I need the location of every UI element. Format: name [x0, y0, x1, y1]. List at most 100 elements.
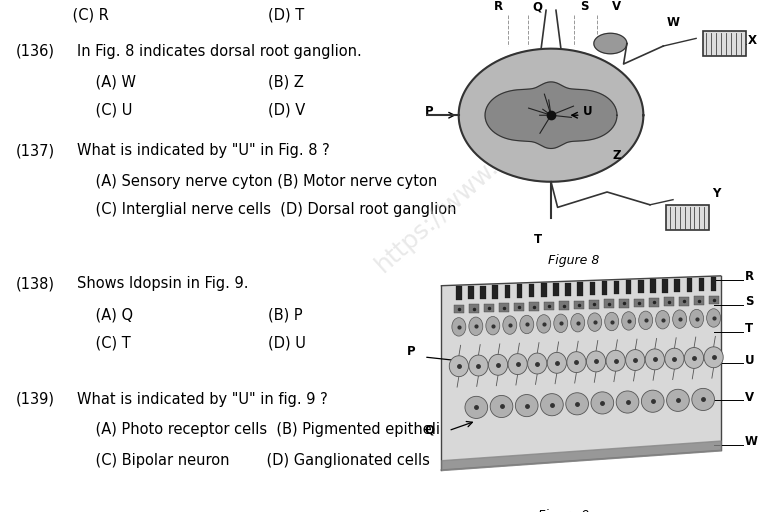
Ellipse shape: [639, 311, 653, 330]
Text: Q: Q: [424, 423, 434, 436]
Ellipse shape: [684, 348, 703, 369]
Bar: [454, 305, 464, 313]
Polygon shape: [594, 33, 627, 54]
Text: In Fig. 8 indicates dorsal root ganglion.: In Fig. 8 indicates dorsal root ganglion…: [77, 44, 361, 58]
Bar: [499, 303, 509, 312]
Ellipse shape: [503, 316, 517, 334]
Bar: [679, 297, 689, 306]
Text: Shows Idopsin in Fig. 9.: Shows Idopsin in Fig. 9.: [77, 276, 249, 291]
Text: (B) Z: (B) Z: [268, 74, 304, 89]
Text: Figure 8: Figure 8: [548, 253, 600, 267]
Ellipse shape: [604, 312, 619, 331]
Ellipse shape: [490, 395, 513, 418]
Text: (D) V: (D) V: [268, 102, 306, 117]
Ellipse shape: [537, 315, 551, 333]
Ellipse shape: [673, 310, 686, 328]
Ellipse shape: [706, 309, 721, 327]
Text: (137): (137): [15, 143, 54, 158]
Bar: [505, 285, 510, 298]
Ellipse shape: [465, 396, 488, 418]
Bar: [517, 284, 522, 298]
Text: R: R: [494, 0, 503, 13]
Bar: [638, 280, 644, 293]
Bar: [541, 283, 547, 297]
Text: X: X: [748, 33, 757, 47]
Text: (A) Photo receptor cells  (B) Pigmented epithelium: (A) Photo receptor cells (B) Pigmented e…: [77, 422, 463, 437]
Ellipse shape: [486, 316, 500, 335]
Text: U: U: [745, 354, 755, 367]
Text: S: S: [745, 295, 753, 308]
Text: Z: Z: [613, 148, 621, 162]
Text: (C) Interglial nerve cells  (D) Dorsal root ganglion: (C) Interglial nerve cells (D) Dorsal ro…: [77, 202, 456, 217]
Text: (C) R: (C) R: [54, 8, 109, 23]
Bar: [626, 281, 631, 294]
Bar: [699, 278, 704, 291]
Ellipse shape: [547, 352, 567, 373]
Ellipse shape: [667, 389, 690, 412]
Bar: [456, 286, 462, 300]
Bar: [614, 281, 620, 294]
Ellipse shape: [645, 349, 664, 370]
Ellipse shape: [449, 356, 469, 377]
Bar: [590, 282, 595, 295]
Ellipse shape: [566, 393, 588, 415]
Text: V: V: [745, 391, 754, 404]
Ellipse shape: [704, 347, 723, 368]
Bar: [468, 286, 474, 300]
Text: Q: Q: [533, 0, 543, 13]
Bar: [529, 302, 538, 311]
Ellipse shape: [567, 352, 586, 373]
Bar: [589, 300, 598, 309]
Text: R: R: [745, 269, 754, 283]
Ellipse shape: [616, 391, 639, 413]
Bar: [484, 304, 494, 312]
Ellipse shape: [690, 309, 703, 328]
Text: (138): (138): [15, 276, 54, 291]
Bar: [663, 297, 673, 306]
Bar: [480, 286, 486, 299]
Ellipse shape: [469, 317, 482, 335]
Bar: [514, 303, 524, 311]
Bar: [686, 279, 692, 292]
Bar: [709, 296, 719, 305]
Text: https://www.stu...: https://www.stu...: [370, 112, 550, 277]
Ellipse shape: [692, 389, 715, 411]
Text: (D) U: (D) U: [268, 335, 306, 350]
Bar: [634, 298, 644, 307]
Bar: [674, 279, 680, 292]
Bar: [578, 282, 583, 295]
Ellipse shape: [489, 354, 508, 375]
Bar: [544, 302, 554, 310]
Ellipse shape: [622, 312, 636, 330]
Text: (139): (139): [15, 392, 54, 407]
Bar: [529, 284, 535, 297]
Ellipse shape: [665, 348, 684, 369]
Bar: [559, 301, 568, 310]
Text: S: S: [580, 0, 588, 13]
Text: (A) W: (A) W: [77, 74, 136, 89]
Bar: [649, 298, 659, 307]
Polygon shape: [459, 49, 644, 182]
Bar: [469, 304, 479, 313]
Text: W: W: [667, 15, 680, 29]
Ellipse shape: [452, 317, 466, 336]
Text: (136): (136): [15, 44, 54, 58]
Bar: [492, 285, 498, 298]
Bar: [711, 278, 716, 291]
Bar: [662, 279, 668, 292]
Ellipse shape: [469, 355, 488, 376]
Text: (A) Sensory nerve cyton (B) Motor nerve cyton: (A) Sensory nerve cyton (B) Motor nerve …: [77, 174, 437, 189]
Text: (C) T: (C) T: [77, 335, 130, 350]
Ellipse shape: [587, 351, 606, 372]
Ellipse shape: [626, 350, 645, 371]
Ellipse shape: [554, 314, 568, 332]
Ellipse shape: [656, 310, 670, 329]
Text: (B) P: (B) P: [268, 307, 303, 322]
Ellipse shape: [641, 390, 664, 412]
Bar: [693, 296, 703, 305]
Bar: [601, 281, 607, 295]
Text: (C) Bipolar neuron        (D) Ganglionated cells: (C) Bipolar neuron (D) Ganglionated cell…: [77, 453, 430, 468]
Ellipse shape: [606, 350, 625, 371]
Text: P: P: [425, 105, 433, 118]
Bar: [619, 299, 629, 308]
